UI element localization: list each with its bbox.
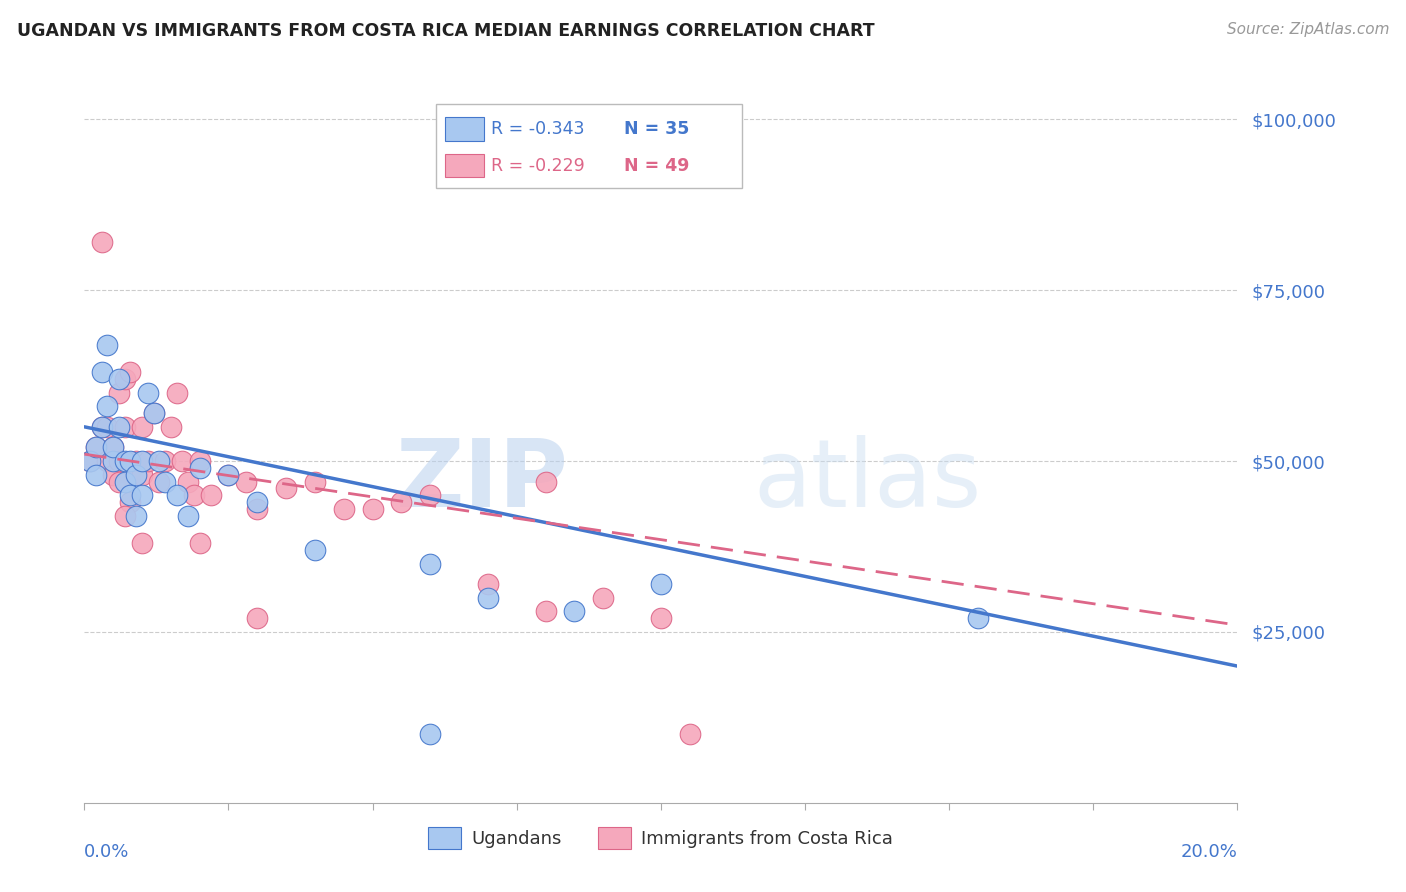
Point	[108, 420, 131, 434]
Point	[177, 475, 200, 489]
Point	[108, 385, 131, 400]
Point	[96, 454, 118, 468]
Point	[136, 454, 159, 468]
Point	[131, 454, 153, 468]
Point	[419, 727, 441, 741]
Point	[166, 385, 188, 400]
Point	[90, 365, 112, 379]
Point	[114, 475, 136, 489]
Point	[218, 467, 240, 482]
Text: 0.0%: 0.0%	[84, 843, 129, 861]
Point	[103, 440, 124, 454]
Point	[200, 488, 222, 502]
Point	[96, 338, 118, 352]
Point	[188, 536, 211, 550]
Point	[564, 604, 586, 618]
Point	[131, 488, 153, 502]
Point	[90, 420, 112, 434]
Point	[333, 501, 356, 516]
Point	[183, 488, 205, 502]
Point	[114, 454, 136, 468]
Point	[108, 475, 131, 489]
Point	[131, 420, 153, 434]
Point	[148, 475, 170, 489]
Point	[235, 475, 257, 489]
Point	[153, 475, 176, 489]
Point	[172, 454, 194, 468]
Point	[419, 488, 441, 502]
Point	[120, 495, 142, 509]
Text: N = 35: N = 35	[624, 120, 689, 138]
Point	[188, 454, 211, 468]
Point	[142, 406, 165, 420]
Point	[361, 501, 384, 516]
Point	[246, 611, 269, 625]
Point	[153, 454, 176, 468]
Text: N = 49: N = 49	[624, 157, 689, 175]
Point	[84, 440, 107, 454]
Point	[79, 454, 101, 468]
Point	[160, 420, 183, 434]
Point	[120, 365, 142, 379]
Point	[120, 454, 142, 468]
Point	[304, 542, 326, 557]
Point	[534, 475, 557, 489]
Point	[276, 481, 298, 495]
Point	[166, 488, 188, 502]
Point	[136, 385, 159, 400]
Point	[108, 454, 131, 468]
Text: Source: ZipAtlas.com: Source: ZipAtlas.com	[1226, 22, 1389, 37]
Text: atlas: atlas	[754, 435, 981, 527]
FancyBboxPatch shape	[446, 154, 485, 178]
Point	[246, 501, 269, 516]
Point	[79, 454, 101, 468]
Point	[125, 508, 148, 523]
Point	[103, 467, 124, 482]
Text: 20.0%: 20.0%	[1181, 843, 1237, 861]
Point	[131, 536, 153, 550]
Text: R = -0.229: R = -0.229	[491, 157, 585, 175]
Text: R = -0.343: R = -0.343	[491, 120, 585, 138]
Point	[84, 440, 107, 454]
Point	[477, 577, 499, 591]
FancyBboxPatch shape	[446, 118, 485, 141]
Text: UGANDAN VS IMMIGRANTS FROM COSTA RICA MEDIAN EARNINGS CORRELATION CHART: UGANDAN VS IMMIGRANTS FROM COSTA RICA ME…	[17, 22, 875, 40]
FancyBboxPatch shape	[436, 104, 741, 188]
Point	[125, 454, 148, 468]
Point	[84, 467, 107, 482]
Point	[592, 591, 614, 605]
Point	[650, 577, 672, 591]
Point	[131, 467, 153, 482]
Legend: Ugandans, Immigrants from Costa Rica: Ugandans, Immigrants from Costa Rica	[420, 820, 901, 856]
Point	[188, 460, 211, 475]
Point	[96, 420, 118, 434]
Point	[679, 727, 702, 741]
Text: ZIP: ZIP	[395, 435, 568, 527]
Point	[246, 495, 269, 509]
Point	[304, 475, 326, 489]
Point	[108, 372, 131, 386]
Point	[125, 467, 148, 482]
Point	[114, 372, 136, 386]
Point	[120, 467, 142, 482]
Point	[103, 440, 124, 454]
Point	[120, 488, 142, 502]
Point	[391, 495, 413, 509]
Point	[103, 454, 124, 468]
Point	[90, 235, 112, 250]
Point	[114, 508, 136, 523]
Point	[177, 508, 200, 523]
Point	[90, 420, 112, 434]
Point	[218, 467, 240, 482]
Point	[142, 406, 165, 420]
Point	[96, 400, 118, 414]
Point	[534, 604, 557, 618]
Point	[477, 591, 499, 605]
Point	[650, 611, 672, 625]
Point	[148, 454, 170, 468]
Y-axis label: Median Earnings: Median Earnings	[0, 374, 7, 500]
Point	[419, 557, 441, 571]
Point	[967, 611, 990, 625]
Point	[114, 420, 136, 434]
